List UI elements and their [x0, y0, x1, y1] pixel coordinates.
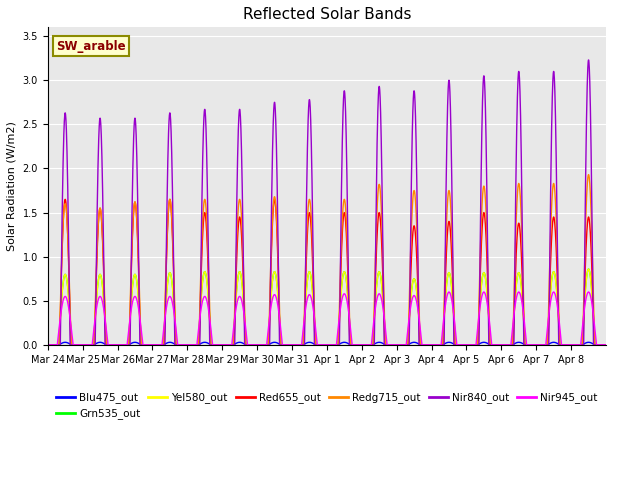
Title: Reflected Solar Bands: Reflected Solar Bands — [243, 7, 411, 22]
Y-axis label: Solar Radiation (W/m2): Solar Radiation (W/m2) — [7, 121, 17, 251]
Text: SW_arable: SW_arable — [56, 39, 125, 52]
Legend: Blu475_out, Grn535_out, Yel580_out, Red655_out, Redg715_out, Nir840_out, Nir945_: Blu475_out, Grn535_out, Yel580_out, Red6… — [52, 388, 602, 424]
